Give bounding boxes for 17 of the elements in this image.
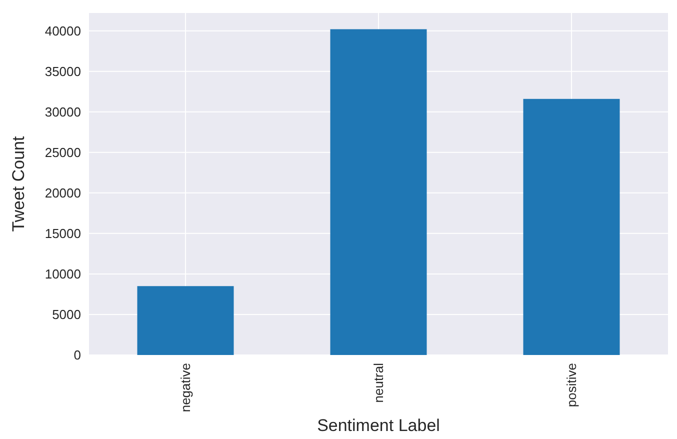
x-tick-label: negative <box>178 363 194 412</box>
x-tick-label: neutral <box>371 362 386 403</box>
y-tick-label: 40000 <box>44 23 81 38</box>
bar <box>330 29 427 355</box>
y-tick-label: 15000 <box>44 226 81 241</box>
y-axis-title: Tweet Count <box>9 136 28 232</box>
bar <box>523 98 620 355</box>
x-tick-label: positive <box>564 363 580 408</box>
y-tick-label: 20000 <box>44 185 81 200</box>
y-tick-label: 30000 <box>44 104 81 120</box>
x-axis-title: Sentiment Label <box>317 416 440 435</box>
y-tick-label: 0 <box>74 348 81 363</box>
y-tick-label: 35000 <box>44 64 81 79</box>
bar <box>137 286 234 355</box>
y-tick-label: 5000 <box>52 307 81 322</box>
y-tick-label: 25000 <box>44 144 81 160</box>
y-tick-label: 10000 <box>44 266 81 282</box>
